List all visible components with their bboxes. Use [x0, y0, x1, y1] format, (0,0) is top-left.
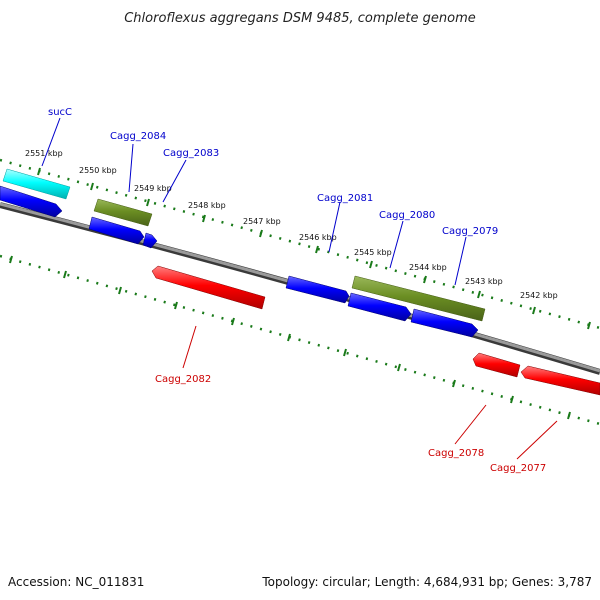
forward-major-ticks [37, 167, 591, 330]
cds-cagg2079[interactable] [410, 308, 479, 338]
reverse-major-ticks [9, 255, 571, 420]
scale-label: 2545 kbp [354, 248, 392, 257]
cds-cagg2083[interactable] [142, 232, 158, 249]
scale-label: 2542 kbp [520, 291, 558, 300]
cds-cagg2081[interactable] [285, 275, 350, 304]
scale-labels: 2551 kbp 2550 kbp 2549 kbp 2548 kbp 2547… [25, 149, 558, 300]
map-title: Chloroflexus aggregans DSM 9485, complet… [124, 11, 476, 26]
label-cagg2080: Cagg_2080 [379, 210, 435, 221]
scale-label: 2546 kbp [299, 233, 337, 242]
cds-cagg2082[interactable] [151, 265, 266, 310]
label-cagg2082: Cagg_2082 [155, 374, 211, 385]
cds-cagg2077[interactable] [520, 365, 600, 396]
scale-label: 2544 kbp [409, 263, 447, 272]
accession-text: Accession: NC_011831 [8, 575, 144, 589]
label-cagg2077: Cagg_2077 [490, 463, 546, 474]
topology-text: Topology: circular; Length: 4,684,931 bp… [261, 575, 592, 589]
cds-cagg2080[interactable] [347, 292, 412, 322]
scale-label: 2549 kbp [134, 184, 172, 193]
label-cagg2083: Cagg_2083 [163, 148, 219, 159]
label-cagg2078: Cagg_2078 [428, 448, 484, 459]
reverse-scale-track [0, 254, 600, 426]
gene-cagg2084[interactable] [93, 198, 153, 227]
label-cagg2084: Cagg_2084 [110, 131, 166, 142]
label-cagg2081: Cagg_2081 [317, 193, 373, 204]
scale-label: 2543 kbp [465, 277, 503, 286]
gene-cagg2080[interactable] [351, 275, 486, 322]
scale-label: 2551 kbp [25, 149, 63, 158]
label-sucC: sucC [48, 107, 72, 118]
scale-label: 2550 kbp [79, 166, 117, 175]
feature-sucC[interactable] [2, 168, 71, 200]
cds-cagg2078[interactable] [472, 352, 521, 378]
cds-forward-left[interactable] [0, 185, 63, 218]
forward-scale-track [0, 158, 600, 330]
label-cagg2079: Cagg_2079 [442, 226, 498, 237]
label-leaders [41, 117, 558, 460]
scale-label: 2547 kbp [243, 217, 281, 226]
cds-cagg2084[interactable] [88, 216, 145, 245]
scale-label: 2548 kbp [188, 201, 226, 210]
